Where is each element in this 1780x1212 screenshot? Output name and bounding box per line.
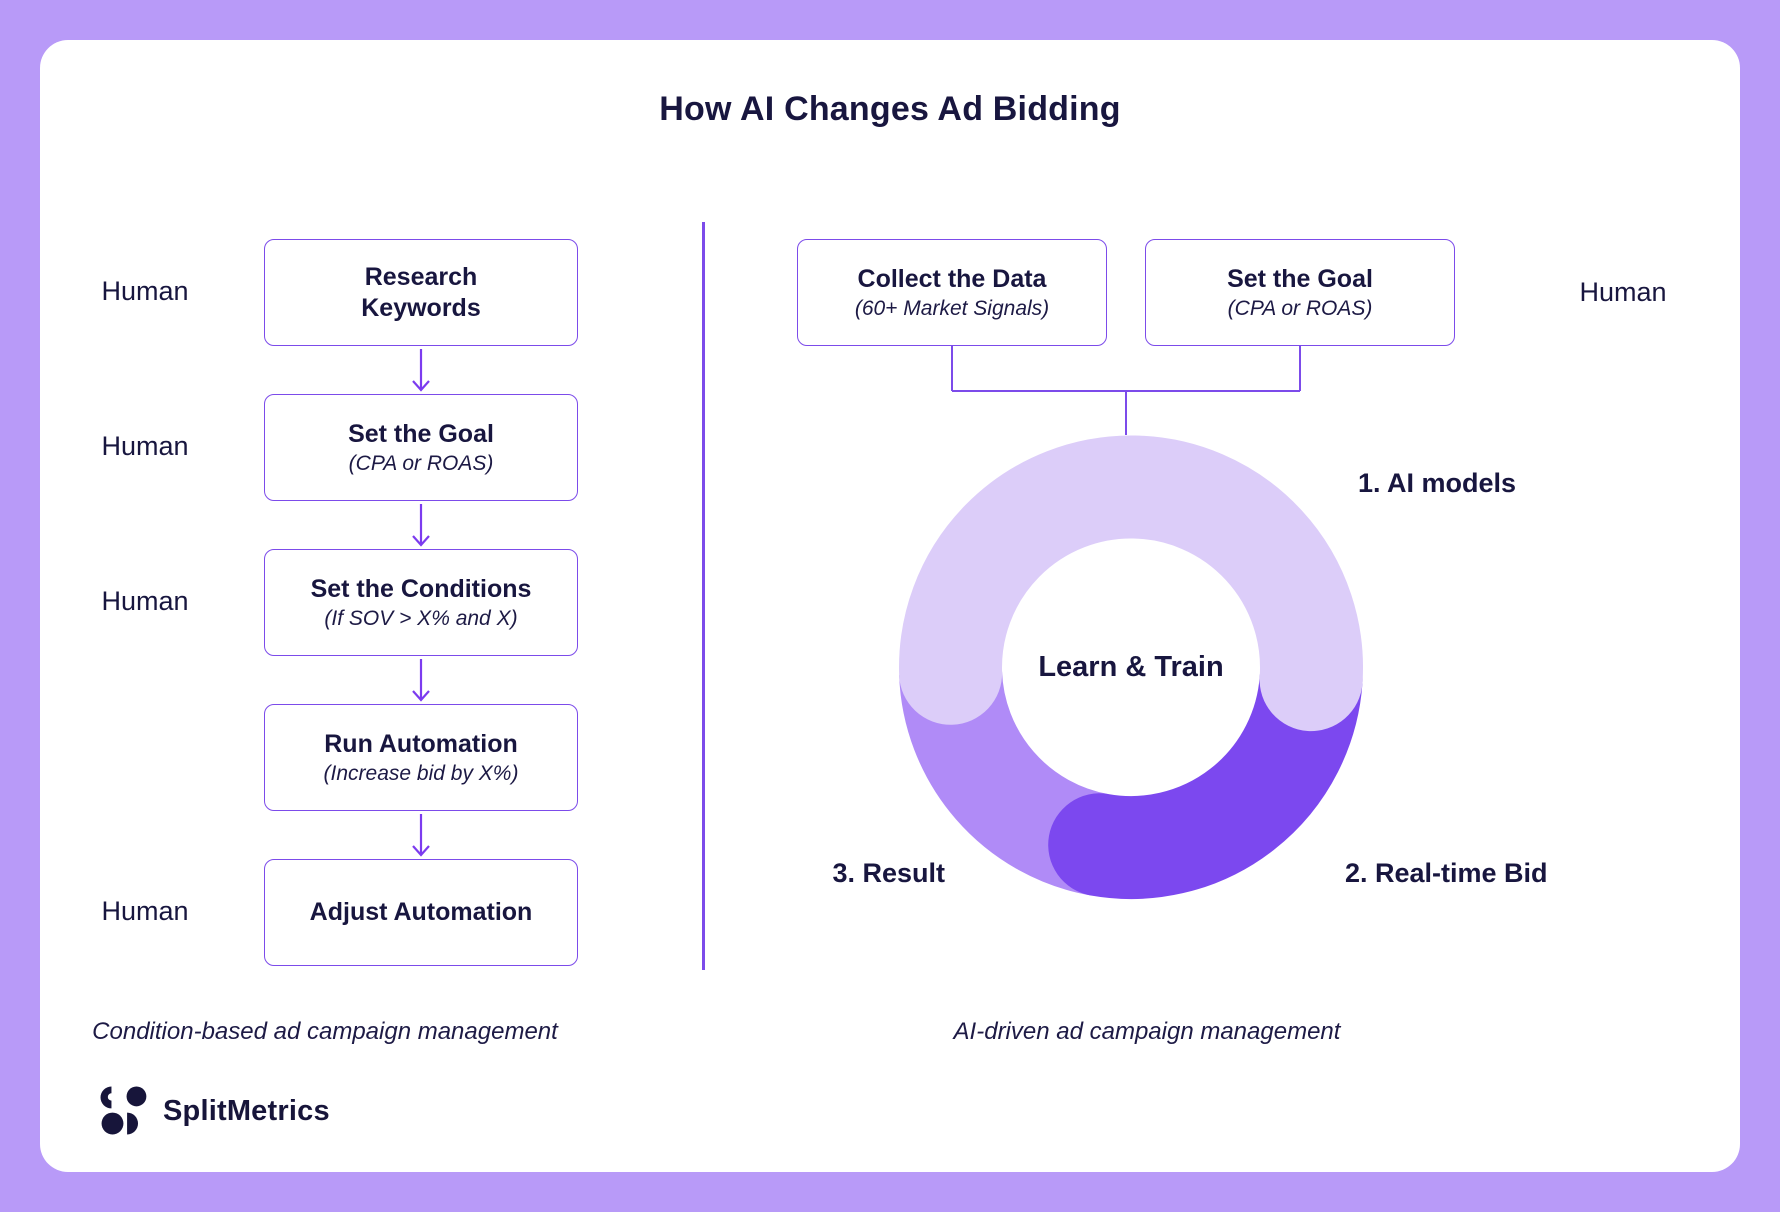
human-label-conditions: Human [101, 586, 189, 616]
input-title: Set the Goal [1227, 264, 1373, 293]
step-title: Set the Conditions [310, 574, 532, 603]
input-box-set-the-goal: Set the Goal (CPA or ROAS) [1145, 239, 1455, 346]
down-arrow-icon [412, 659, 430, 702]
brand-logo: SplitMetrics [100, 1086, 330, 1136]
input-subtitle: (CPA or ROAS) [1227, 297, 1373, 321]
step-box-set-the-goal: Set the Goal (CPA or ROAS) [264, 394, 578, 501]
step-box-set-the-conditions: Set the Conditions (If SOV > X% and X) [264, 549, 578, 656]
step-subtitle: (CPA or ROAS) [348, 452, 494, 476]
down-arrow-icon [412, 349, 430, 392]
splitmetrics-logo-icon [100, 1086, 147, 1135]
cycle-label-realtime-bid: 2. Real-time Bid [1345, 858, 1548, 888]
step-box-adjust-automation: Adjust Automation [264, 859, 578, 966]
input-title: Collect the Data [857, 264, 1047, 293]
human-label-adjust: Human [101, 896, 189, 926]
step-title: Research Keywords [361, 263, 481, 322]
down-arrow-icon [412, 814, 430, 857]
step-title: Set the Goal [348, 419, 494, 448]
down-arrow-icon [412, 504, 430, 547]
step-title: Run Automation [324, 729, 518, 758]
section-divider [702, 222, 705, 970]
step-subtitle: (Increase bid by X%) [323, 762, 519, 786]
cycle-label-ai-models: 1. AI models [1358, 468, 1517, 498]
human-label-right: Human [1579, 277, 1667, 307]
ai-cycle-donut [899, 435, 1363, 900]
input-box-collect-the-data: Collect the Data (60+ Market Signals) [797, 239, 1107, 346]
step-box-research-keywords: Research Keywords [264, 239, 578, 346]
step-subtitle: (If SOV > X% and X) [324, 607, 518, 631]
step-box-run-automation: Run Automation (Increase bid by X%) [264, 704, 578, 811]
caption-ai-driven: AI-driven ad campaign management [953, 1018, 1341, 1045]
cycle-label-result: 3. Result [832, 858, 945, 888]
human-label-goal: Human [101, 431, 189, 461]
input-subtitle: (60+ Market Signals) [854, 297, 1050, 321]
segment-ai-models [899, 435, 1363, 732]
brand-name: SplitMetrics [163, 1094, 330, 1127]
step-title: Adjust Automation [309, 898, 533, 927]
caption-condition-based: Condition-based ad campaign management [92, 1018, 558, 1045]
page-title: How AI Changes Ad Bidding [659, 90, 1121, 128]
connector-lines [951, 346, 1301, 435]
human-label-research: Human [101, 276, 189, 306]
